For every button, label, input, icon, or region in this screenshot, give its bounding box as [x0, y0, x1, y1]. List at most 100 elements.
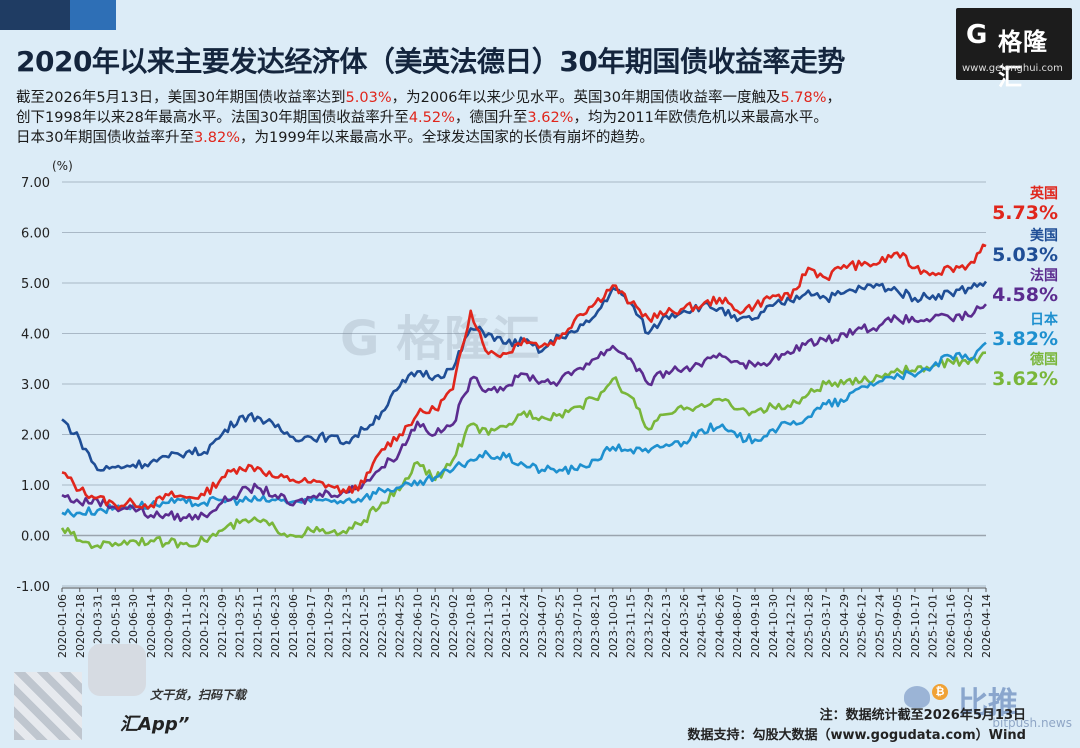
- bird-icon: [904, 686, 930, 708]
- x-tick-label: 2021-12-13: [340, 594, 353, 658]
- top-bar-accent: [70, 0, 116, 30]
- jp-yield-highlight: 3.82%: [193, 130, 241, 146]
- y-tick-label: 2.00: [21, 429, 50, 444]
- y-tick-label: 0.00: [21, 530, 50, 545]
- x-tick-label: 2023-11-15: [625, 594, 638, 658]
- series-name: 日本: [1030, 312, 1058, 328]
- y-tick-label: 6.00: [21, 227, 50, 242]
- series-line-3: [61, 341, 987, 518]
- x-tick-label: 2022-10-18: [465, 594, 478, 658]
- series-name: 德国: [1030, 352, 1058, 368]
- promo-app-text: 汇App”: [120, 714, 190, 735]
- x-tick-label: 2025-07-24: [873, 594, 886, 658]
- x-tick-label: 2020-03-31: [92, 594, 105, 658]
- series-end-value: 3.82%: [992, 328, 1058, 350]
- x-tick-label: 2022-11-30: [482, 594, 495, 658]
- x-tick-label: 2020-06-30: [127, 594, 140, 658]
- x-tick-label: 2025-03-17: [820, 594, 833, 658]
- top-bar-dark: [0, 0, 70, 30]
- x-tick-label: 2022-06-10: [411, 594, 424, 658]
- x-tick-label: 2021-03-25: [234, 594, 247, 658]
- x-tick-label: 2024-06-26: [713, 594, 726, 658]
- yield-line-chart: (%)7.00 6.00 5.00 4.00 3.00 2.00 1.00 0.00 -1.00…: [16, 159, 993, 658]
- x-tick-label: 2025-12-01: [927, 594, 940, 658]
- x-tick-label: 2021-08-06: [287, 594, 300, 658]
- description-line-1: 截至2026年5月13日，美国30年期国债收益率达到5.03%，为2006年以来…: [16, 90, 842, 106]
- x-tick-label: 2021-05-11: [251, 594, 264, 658]
- x-tick-label: 2024-10-30: [767, 594, 780, 658]
- x-tick-label: 2022-04-25: [394, 594, 407, 658]
- description-line-3: 日本30年期国债收益率升至3.82%，为1999年以来最高水平。全球发达国家的长…: [16, 130, 654, 146]
- x-tick-label: 2023-12-29: [642, 594, 655, 658]
- series-name: 法国: [1030, 268, 1058, 284]
- series-label: 英国 5.73%: [992, 186, 1058, 224]
- x-tick-label: 2020-08-14: [145, 594, 158, 658]
- y-tick-label: 4.00: [21, 328, 50, 343]
- us-yield-highlight: 5.03%: [345, 90, 392, 106]
- x-tick-label: 2024-08-07: [731, 594, 744, 658]
- promo-blur: [88, 644, 146, 696]
- series-name: 美国: [1030, 228, 1058, 244]
- x-tick-label: 2021-02-09: [216, 594, 229, 658]
- x-tick-label: 2025-06-12: [856, 594, 869, 658]
- series-end-value: 5.03%: [992, 244, 1058, 266]
- y-tick-label: -1.00: [16, 580, 50, 595]
- gelonghui-watermark: G 格隆汇: [340, 311, 540, 367]
- x-tick-label: 2022-01-25: [358, 594, 371, 658]
- x-tick-label: 2020-05-18: [109, 594, 122, 658]
- logo-text: 格隆汇: [998, 28, 1048, 91]
- x-tick-label: 2023-08-21: [589, 594, 602, 658]
- series-line-1: [61, 280, 988, 472]
- x-tick-label: 2023-01-12: [500, 594, 513, 658]
- x-tick-label: 2021-10-29: [323, 594, 336, 658]
- data-note: 注：数据统计截至2026年5月13日: [819, 708, 1026, 723]
- series-label: 德国 3.62%: [992, 352, 1058, 390]
- y-tick-label: 7.00: [21, 176, 50, 191]
- x-tick-label: 2021-06-23: [269, 594, 282, 658]
- x-tick-label: 2025-10-17: [909, 594, 922, 658]
- series-end-value: 5.73%: [992, 202, 1058, 224]
- de-yield-highlight: 3.62%: [527, 110, 574, 126]
- series-end-value: 4.58%: [992, 284, 1058, 306]
- qr-code[interactable]: [14, 672, 82, 740]
- x-tick-label: 2023-02-24: [518, 594, 531, 658]
- series-end-value: 3.62%: [992, 368, 1058, 390]
- x-tick-label: 2026-04-14: [980, 594, 993, 658]
- bitcoin-icon: ₿: [932, 684, 948, 700]
- series-line-2: [61, 303, 987, 523]
- x-tick-label: 2022-07-25: [429, 594, 442, 658]
- y-axis-unit: (%): [52, 159, 73, 173]
- gelonghui-logo[interactable]: G 格隆汇 www.gelonghui.com: [956, 8, 1072, 91]
- x-tick-label: 2025-09-05: [891, 594, 904, 658]
- x-tick-label: 2020-09-29: [163, 594, 176, 658]
- x-tick-label: 2025-01-28: [802, 594, 815, 658]
- x-tick-label: 2023-05-25: [554, 594, 567, 658]
- x-tick-label: 2026-01-16: [944, 594, 957, 658]
- data-source: 数据支持：勾股大数据（www.gogudata.com）Wind: [687, 728, 1026, 743]
- x-tick-label: 2023-10-03: [607, 594, 620, 658]
- series-label: 法国 4.58%: [992, 268, 1058, 306]
- y-tick-label: 3.00: [21, 378, 50, 393]
- series-label: 日本 3.82%: [992, 312, 1058, 350]
- logo-icon: G: [966, 20, 988, 50]
- chart-title: 2020年以来主要发达经济体（美英法德日）30年期国债收益率走势: [16, 45, 845, 78]
- x-tick-label: 2024-03-26: [678, 594, 691, 658]
- x-tick-label: 2023-07-10: [571, 594, 584, 658]
- x-tick-label: 2020-11-10: [180, 594, 193, 658]
- description-line-2: 创下1998年以来28年最高水平。法国30年期国债收益率升至4.52%，德国升至…: [16, 110, 828, 126]
- x-tick-label: 2025-04-29: [838, 594, 851, 658]
- bitpush-url: bitpush.news: [992, 716, 1072, 730]
- bitpush-watermark: 比推: [958, 686, 1018, 721]
- x-tick-label: 2024-02-13: [660, 594, 673, 658]
- uk-yield-highlight: 5.78%: [780, 90, 827, 106]
- fr-yield-highlight: 4.52%: [408, 110, 455, 126]
- x-tick-label: 2024-05-14: [696, 594, 709, 658]
- promo-text: 文干货，扫码下载: [150, 688, 247, 702]
- x-tick-label: 2022-03-11: [376, 594, 389, 658]
- x-tick-label: 2020-12-23: [198, 594, 211, 658]
- description: 截至2026年5月13日，美国30年期国债收益率达到5.03%，为2006年以来…: [16, 88, 976, 148]
- series-line-4: [60, 351, 987, 550]
- y-tick-label: 1.00: [21, 479, 50, 494]
- x-tick-label: 2024-12-12: [785, 594, 798, 658]
- series-label: 美国 5.03%: [992, 228, 1058, 266]
